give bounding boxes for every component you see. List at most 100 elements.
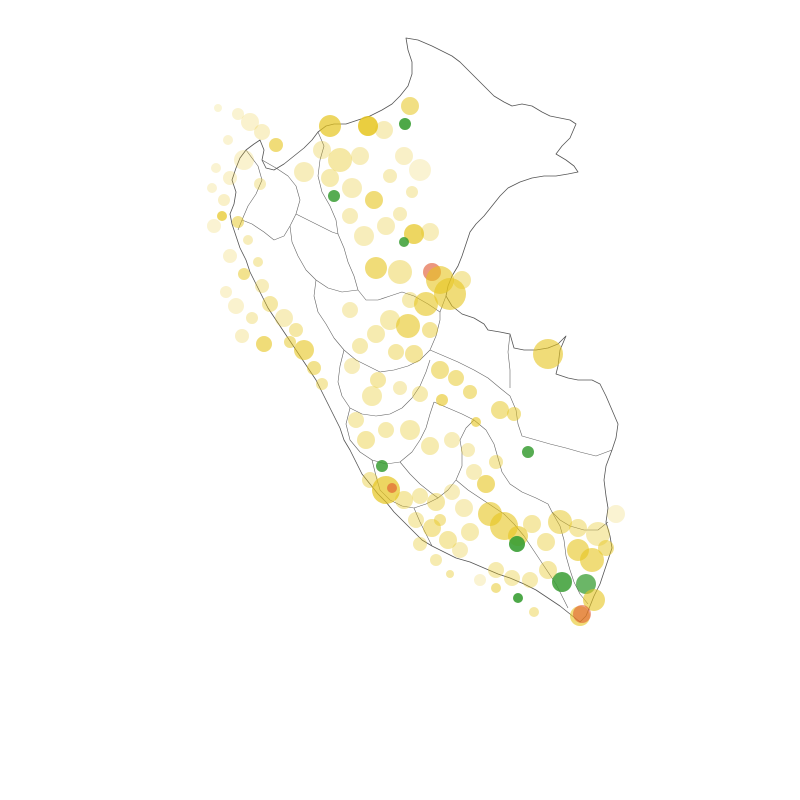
yellow-marker bbox=[256, 336, 272, 352]
yellow-marker bbox=[423, 519, 441, 537]
internal-border bbox=[507, 333, 511, 388]
yellow-marker bbox=[461, 443, 475, 457]
yellow-marker bbox=[372, 476, 400, 504]
yellow-marker bbox=[421, 437, 439, 455]
yellow-marker bbox=[395, 491, 413, 509]
yellow-marker bbox=[367, 325, 385, 343]
green-marker bbox=[522, 446, 534, 458]
yellow-marker bbox=[444, 432, 460, 448]
yellow-marker bbox=[383, 169, 397, 183]
yellow-marker bbox=[380, 310, 400, 330]
internal-border bbox=[295, 213, 339, 235]
yellow-marker bbox=[586, 522, 610, 546]
yellow-marker bbox=[223, 171, 237, 185]
yellow-marker bbox=[377, 217, 395, 235]
yellow-marker bbox=[207, 183, 217, 193]
yellow-marker bbox=[352, 338, 368, 354]
yellow-marker bbox=[218, 194, 230, 206]
yellow-marker bbox=[431, 361, 449, 379]
yellow-marker bbox=[471, 417, 481, 427]
yellow-marker bbox=[235, 329, 249, 343]
yellow-marker bbox=[523, 515, 541, 533]
yellow-marker bbox=[466, 464, 482, 480]
yellow-marker bbox=[358, 116, 378, 136]
yellow-marker bbox=[232, 216, 244, 228]
yellow-marker bbox=[388, 260, 412, 284]
internal-border bbox=[241, 159, 301, 241]
red-marker bbox=[387, 483, 397, 493]
internal-border bbox=[345, 401, 435, 465]
green-marker bbox=[399, 118, 411, 130]
yellow-marker bbox=[294, 340, 314, 360]
yellow-marker bbox=[412, 488, 428, 504]
yellow-marker bbox=[354, 226, 374, 246]
green-marker bbox=[509, 536, 525, 552]
yellow-marker bbox=[474, 574, 486, 586]
yellow-marker bbox=[238, 268, 250, 280]
yellow-marker bbox=[421, 223, 439, 241]
yellow-marker bbox=[446, 570, 454, 578]
yellow-marker bbox=[243, 235, 253, 245]
yellow-marker bbox=[365, 191, 383, 209]
yellow-marker bbox=[504, 570, 520, 586]
yellow-marker bbox=[444, 484, 460, 500]
yellow-marker bbox=[427, 493, 445, 511]
yellow-marker bbox=[375, 121, 393, 139]
yellow-marker bbox=[370, 372, 386, 388]
yellow-marker bbox=[537, 533, 555, 551]
yellow-marker bbox=[307, 361, 321, 375]
yellow-marker bbox=[607, 505, 625, 523]
internal-border bbox=[413, 507, 433, 547]
green-marker bbox=[552, 572, 572, 592]
yellow-marker bbox=[529, 607, 539, 617]
yellow-marker bbox=[289, 323, 303, 337]
yellow-marker bbox=[598, 540, 614, 556]
yellow-marker bbox=[321, 169, 339, 187]
yellow-marker bbox=[406, 186, 418, 198]
yellow-marker bbox=[409, 159, 431, 181]
country-border bbox=[229, 37, 619, 623]
green-marker bbox=[513, 593, 523, 603]
green-marker bbox=[399, 237, 409, 247]
internal-border bbox=[313, 279, 441, 373]
yellow-marker bbox=[395, 147, 413, 165]
yellow-marker bbox=[217, 211, 227, 221]
markers-layer bbox=[207, 97, 625, 626]
yellow-marker bbox=[393, 381, 407, 395]
yellow-marker bbox=[262, 296, 278, 312]
internal-border bbox=[317, 131, 447, 313]
yellow-marker bbox=[316, 378, 328, 390]
yellow-marker bbox=[461, 523, 479, 541]
internal-border bbox=[289, 225, 359, 293]
yellow-marker bbox=[255, 279, 269, 293]
yellow-marker bbox=[275, 309, 293, 327]
green-marker bbox=[376, 460, 388, 472]
yellow-marker bbox=[448, 370, 464, 386]
yellow-marker bbox=[342, 178, 362, 198]
yellow-marker bbox=[507, 407, 521, 421]
yellow-marker bbox=[253, 257, 263, 267]
yellow-marker bbox=[342, 208, 358, 224]
yellow-marker bbox=[569, 519, 587, 537]
yellow-marker bbox=[539, 561, 557, 579]
yellow-marker bbox=[344, 358, 360, 374]
green-marker bbox=[328, 190, 340, 202]
yellow-marker bbox=[232, 108, 244, 120]
yellow-marker bbox=[234, 150, 254, 170]
yellow-marker bbox=[489, 455, 503, 469]
yellow-marker bbox=[430, 554, 442, 566]
yellow-marker bbox=[453, 271, 471, 289]
yellow-marker bbox=[388, 344, 404, 360]
yellow-marker bbox=[223, 135, 233, 145]
yellow-marker bbox=[328, 148, 352, 172]
yellow-marker bbox=[357, 431, 375, 449]
yellow-marker bbox=[362, 386, 382, 406]
yellow-marker bbox=[583, 589, 605, 611]
yellow-marker bbox=[223, 249, 237, 263]
yellow-marker bbox=[463, 385, 477, 399]
yellow-marker bbox=[393, 207, 407, 221]
yellow-marker bbox=[211, 163, 221, 173]
yellow-marker bbox=[313, 141, 331, 159]
yellow-marker bbox=[452, 542, 468, 558]
